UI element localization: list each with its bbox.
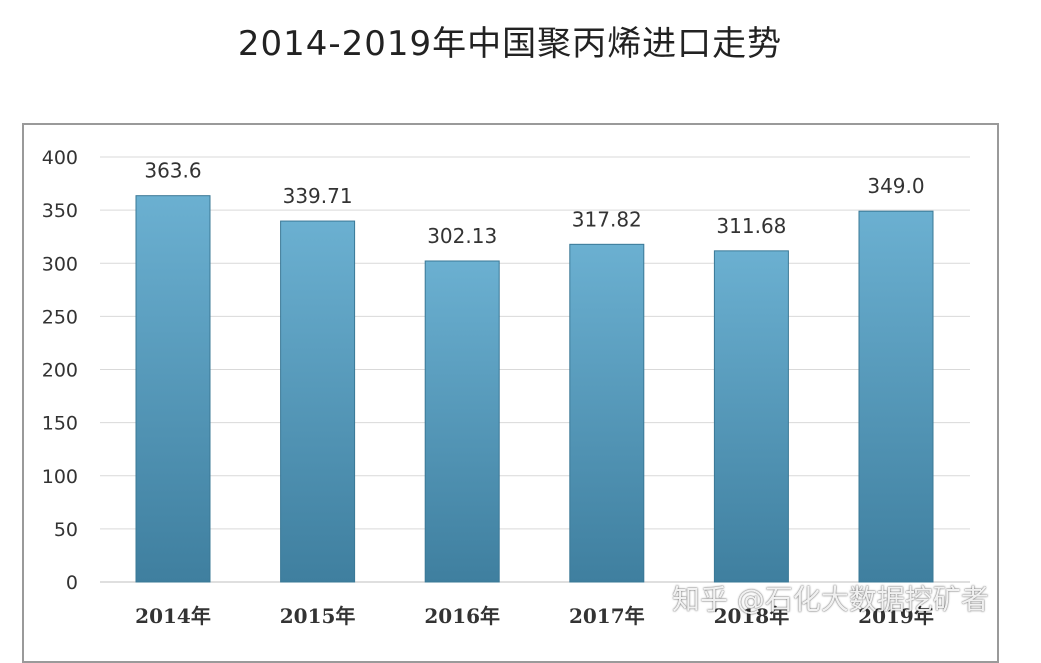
y-tick-label: 250 xyxy=(42,306,78,328)
data-label: 349.0 xyxy=(867,174,924,198)
x-tick-label: 2016年 xyxy=(424,604,500,628)
bar-chart: 0 50 100 150 200 250 300 350 400 363.6 339.71 302.… xyxy=(42,147,970,628)
y-tick-label: 100 xyxy=(42,466,78,488)
gridlines xyxy=(100,156,970,583)
y-tick-label: 50 xyxy=(54,519,78,541)
chart-title: 2014-2019年中国聚丙烯进口走势 xyxy=(237,24,783,64)
data-label: 302.13 xyxy=(427,224,497,248)
y-tick-label: 400 xyxy=(42,147,78,169)
data-label: 311.68 xyxy=(716,214,786,238)
data-label: 339.71 xyxy=(283,184,353,208)
x-tick-label: 2018年 xyxy=(714,604,790,628)
y-axis-ticks: 0 50 100 150 200 250 300 350 400 xyxy=(42,147,78,594)
x-tick-label: 2015年 xyxy=(280,604,356,628)
x-tick-label: 2014年 xyxy=(135,604,211,628)
bar xyxy=(135,195,211,583)
data-label: 363.6 xyxy=(144,159,201,183)
bar xyxy=(569,243,645,583)
data-label: 317.82 xyxy=(572,207,642,231)
y-tick-label: 150 xyxy=(42,413,78,435)
y-tick-label: 300 xyxy=(42,253,78,275)
bars xyxy=(135,195,934,583)
bar xyxy=(858,210,934,583)
data-labels: 363.6 339.71 302.13 317.82 311.68 349.0 xyxy=(144,159,924,248)
y-tick-label: 200 xyxy=(42,360,78,382)
bar xyxy=(280,220,356,583)
y-tick-label: 350 xyxy=(42,200,78,222)
bar xyxy=(424,260,500,583)
watermark: 知乎 @石化大数据挖矿者 xyxy=(672,583,989,616)
bar xyxy=(713,250,789,583)
x-tick-label: 2017年 xyxy=(569,604,645,628)
y-tick-label: 0 xyxy=(66,572,78,594)
x-tick-label: 2019年 xyxy=(858,604,934,628)
x-axis-ticks: 2014年 2015年 2016年 2017年 2018年 2019年 xyxy=(135,604,934,628)
